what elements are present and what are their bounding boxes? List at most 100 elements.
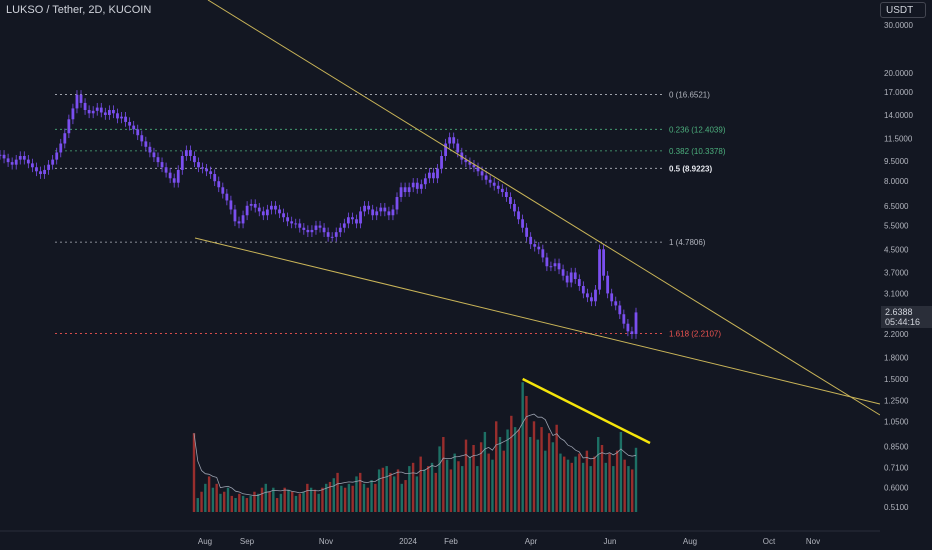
candle-body: [176, 169, 180, 183]
candle-body: [436, 168, 439, 179]
volume-bar: [453, 453, 456, 512]
candle-body: [342, 223, 346, 228]
candle-body: [517, 211, 520, 220]
volume-bar: [615, 450, 619, 512]
volume-bar: [200, 491, 203, 512]
volume-bar: [204, 483, 207, 512]
volume-bar: [211, 487, 215, 512]
price-axis-bg: [880, 0, 932, 550]
candle-body: [160, 162, 164, 168]
candle-body: [209, 171, 213, 175]
candle-body: [472, 164, 476, 168]
price-axis[interactable]: 30.0000 20.0000 17.0000 14.0000 11.5000 9.500…: [880, 0, 932, 550]
current-price: 2.6388: [885, 307, 913, 317]
volume-bar: [627, 466, 630, 512]
candle-body: [407, 187, 411, 193]
volume-bar: [430, 462, 434, 512]
candle-body: [245, 205, 249, 216]
candle-body: [197, 162, 200, 168]
volume-ma-line: [193, 413, 637, 497]
candle-body: [22, 155, 26, 160]
candle-body: [261, 211, 265, 216]
candle-body: [184, 150, 188, 156]
time-tick-label: Oct: [763, 537, 776, 546]
candle-body: [525, 227, 529, 237]
candle-body: [294, 223, 298, 225]
candle-body: [565, 275, 569, 283]
volume-bar: [517, 429, 521, 512]
candle-body: [310, 229, 314, 233]
candle-body: [63, 133, 67, 144]
candle-body: [509, 197, 512, 204]
candle-body: [201, 167, 204, 169]
candle-body: [144, 141, 148, 147]
volume-bar: [400, 483, 403, 512]
candle-body: [274, 205, 277, 210]
candle-body: [553, 263, 557, 267]
volume-bar: [597, 437, 600, 512]
symbol-title: LUKSO / Tether, 2D, KUCOIN: [6, 4, 152, 16]
candle-body: [468, 162, 472, 165]
candle-body: [351, 217, 354, 220]
price-tick-label: 3.1000: [884, 289, 909, 298]
candle-body: [464, 159, 468, 163]
trendlines-group[interactable]: [194, 0, 881, 445]
candle-body: [504, 192, 508, 198]
candle-body: [168, 172, 172, 179]
candle-body: [35, 167, 38, 172]
candle-body: [557, 263, 561, 270]
volume-bar: [419, 456, 422, 512]
volume-bar: [559, 453, 562, 512]
volume-bar: [532, 421, 536, 512]
volume-bar: [223, 491, 226, 512]
candle-body: [253, 203, 257, 208]
candle-body: [602, 249, 605, 276]
price-tick-label: 0.5100: [884, 503, 909, 512]
price-tick-label: 1.5000: [884, 375, 909, 384]
candle-body: [180, 155, 184, 170]
candle-body: [136, 129, 140, 136]
volume-bar: [563, 456, 566, 512]
volume-bar: [608, 453, 611, 512]
candle-body: [10, 162, 14, 165]
candle-body: [87, 110, 91, 114]
price-tick-label: 11.5000: [884, 134, 913, 143]
candle-body: [488, 179, 492, 183]
volume-bar: [612, 466, 615, 512]
volume-bar: [275, 498, 279, 512]
volume-bar: [604, 462, 607, 512]
candle-body: [205, 168, 208, 172]
volume-bar: [219, 493, 222, 512]
candle-body: [188, 150, 192, 156]
volume-bar: [332, 478, 335, 512]
currency-selector[interactable]: USDT: [880, 2, 926, 18]
candle-body: [322, 227, 326, 233]
candles-group: [0, 90, 638, 339]
candle-body: [172, 178, 176, 183]
price-tick-label: 3.7000: [884, 268, 909, 277]
candle-body: [581, 286, 585, 294]
candle-body: [513, 203, 516, 212]
volume-bar: [600, 445, 604, 512]
volume-bar: [479, 442, 483, 512]
candle-body: [428, 172, 431, 179]
candle-body: [476, 167, 480, 172]
time-axis[interactable]: Aug Sep Nov 2024 Feb Apr Jun Aug Oct Nov: [0, 530, 880, 546]
volume-bar: [313, 489, 317, 512]
candle-body: [460, 152, 464, 160]
volume-bar: [589, 466, 592, 512]
candle-body: [492, 182, 496, 186]
volume-bar: [355, 476, 358, 512]
time-tick-label: Apr: [525, 537, 538, 546]
candle-body: [569, 272, 573, 283]
candle-body: [440, 155, 443, 169]
volume-bar: [359, 472, 362, 512]
candle-body: [286, 217, 290, 222]
candle-body: [55, 152, 59, 160]
candle-body: [334, 232, 338, 237]
candle-body: [606, 275, 610, 294]
candle-body: [383, 207, 387, 212]
candle-body: [124, 116, 127, 122]
volume-bar: [377, 469, 381, 512]
